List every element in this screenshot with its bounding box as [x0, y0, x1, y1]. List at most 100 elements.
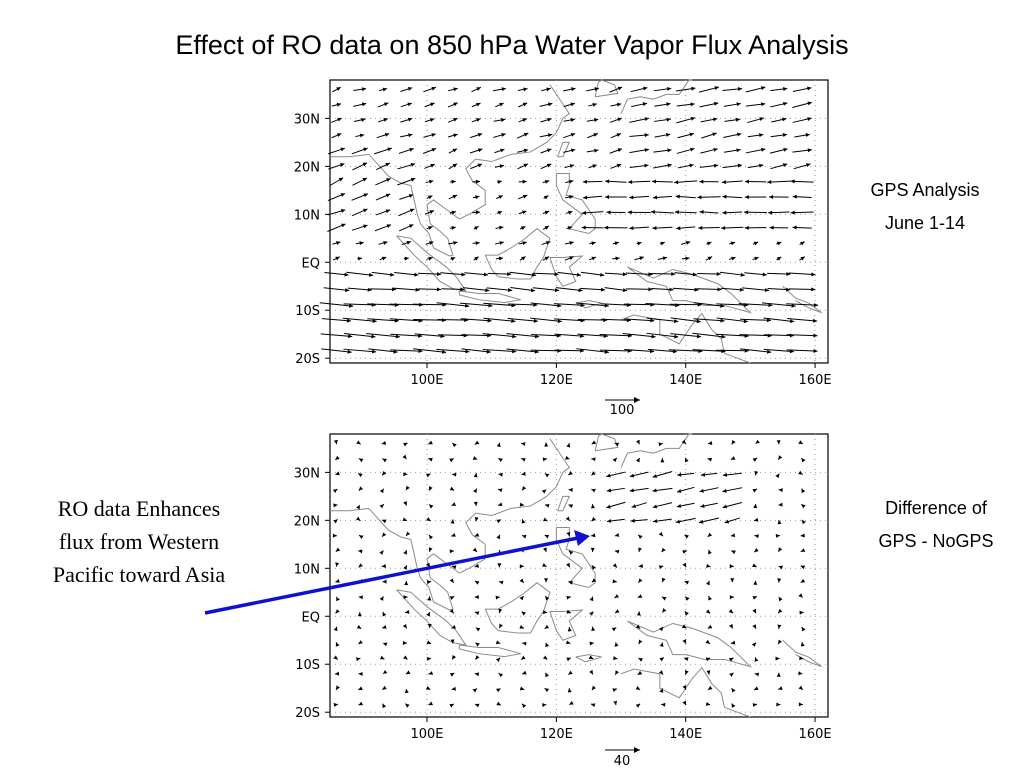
- flux-vector: [473, 225, 479, 231]
- flux-vector: [424, 163, 435, 169]
- flux-vector: [566, 562, 571, 568]
- flux-vector: [777, 578, 782, 583]
- flux-vector: [498, 672, 504, 678]
- flux-vector: [519, 226, 526, 230]
- flux-vector: [474, 655, 480, 660]
- lon-tick-label: 120E: [540, 373, 573, 388]
- flux-vector: [705, 657, 711, 662]
- flux-vector: [449, 210, 457, 215]
- flux-vector: [589, 241, 596, 246]
- flux-vector: [700, 117, 718, 123]
- flux-vector: [701, 132, 717, 139]
- flux-vector: [426, 611, 431, 617]
- flux-vector: [471, 86, 482, 93]
- flux-vector: [754, 534, 759, 539]
- flux-vector: [625, 287, 653, 292]
- flux-vector: [800, 642, 805, 647]
- flux-vector: [496, 688, 501, 693]
- flux-vector: [684, 611, 689, 616]
- flux-vector: [652, 502, 673, 509]
- flux-vector: [674, 210, 697, 215]
- flux-vector: [676, 502, 695, 508]
- flux-vector: [566, 640, 571, 645]
- flux-vector: [753, 517, 759, 522]
- flux-vector: [474, 594, 479, 599]
- flux-vector: [745, 147, 766, 154]
- flux-vector: [778, 502, 783, 507]
- flux-vector: [612, 579, 617, 584]
- flux-vector: [580, 271, 605, 277]
- flux-vector: [629, 471, 649, 478]
- flux-vector: [697, 271, 721, 276]
- flux-vector: [800, 533, 805, 538]
- flux-vector: [591, 440, 597, 445]
- flux-vector: [428, 701, 434, 706]
- flux-vector: [769, 147, 788, 154]
- flux-vector: [329, 177, 344, 187]
- flux-vector: [631, 502, 647, 509]
- flux-vector: [392, 287, 420, 292]
- lat-tick-label: 20N: [294, 514, 320, 529]
- flux-vector: [790, 179, 814, 184]
- flux-vector: [611, 627, 617, 632]
- flux-vector: [530, 317, 562, 324]
- flux-vector: [440, 272, 466, 277]
- flux-vector: [563, 87, 576, 92]
- flux-vector: [543, 517, 548, 522]
- flux-vector: [519, 578, 525, 584]
- flux-vector: [353, 87, 367, 92]
- flux-vector: [557, 271, 581, 277]
- flux-vector: [544, 534, 550, 539]
- flux-vector: [333, 439, 338, 445]
- flux-vector: [321, 348, 352, 354]
- flux-vector: [568, 550, 574, 555]
- flux-vector: [776, 702, 781, 707]
- flux-vector: [629, 226, 650, 231]
- flux-vector: [423, 86, 437, 93]
- flux-vector: [800, 578, 806, 584]
- flux-vector: [613, 700, 618, 706]
- flux-vector: [353, 117, 366, 123]
- flux-vector: [563, 118, 576, 122]
- flux-vector: [335, 596, 340, 602]
- flux-vector: [721, 180, 743, 185]
- flux-vector: [483, 317, 516, 324]
- flux-vector: [693, 302, 725, 308]
- flux-vector: [604, 195, 627, 200]
- flux-vector: [530, 302, 562, 308]
- flux-vector: [473, 256, 479, 261]
- flux-vector: [801, 457, 806, 463]
- flux-vector: [497, 488, 503, 493]
- flux-vector: [799, 656, 804, 661]
- flux-vector: [659, 626, 664, 632]
- flux-vector: [707, 457, 713, 462]
- annotation-line2: flux from Western: [58, 529, 220, 554]
- flux-vector: [425, 685, 431, 691]
- flux-vector: [518, 241, 527, 246]
- flux-vector: [778, 488, 783, 493]
- flux-vector: [331, 133, 342, 139]
- flux-vector: [494, 148, 505, 154]
- flux-vector: [776, 256, 782, 261]
- flux-vector: [517, 194, 528, 200]
- flux-vector: [449, 226, 456, 230]
- slide-title: Effect of RO data on 850 hPa Water Vapor…: [175, 30, 849, 60]
- flux-vector: [567, 688, 572, 693]
- flux-vector: [541, 240, 551, 246]
- flux-vector: [682, 550, 687, 554]
- flux-vector: [576, 348, 609, 354]
- flux-vector: [487, 272, 512, 277]
- flux-vector: [566, 443, 571, 448]
- flux-vector: [553, 303, 585, 308]
- flux-vector: [382, 642, 388, 647]
- flux-vector: [752, 457, 758, 462]
- flux-vector: [565, 210, 573, 215]
- flux-vector: [565, 179, 574, 184]
- flux-vector: [699, 163, 719, 168]
- flux-vector: [461, 348, 491, 354]
- flux-vector: [522, 641, 527, 646]
- reference-vector: 40: [605, 747, 640, 768]
- flux-vector: [722, 472, 742, 477]
- flux-vector: [332, 256, 340, 261]
